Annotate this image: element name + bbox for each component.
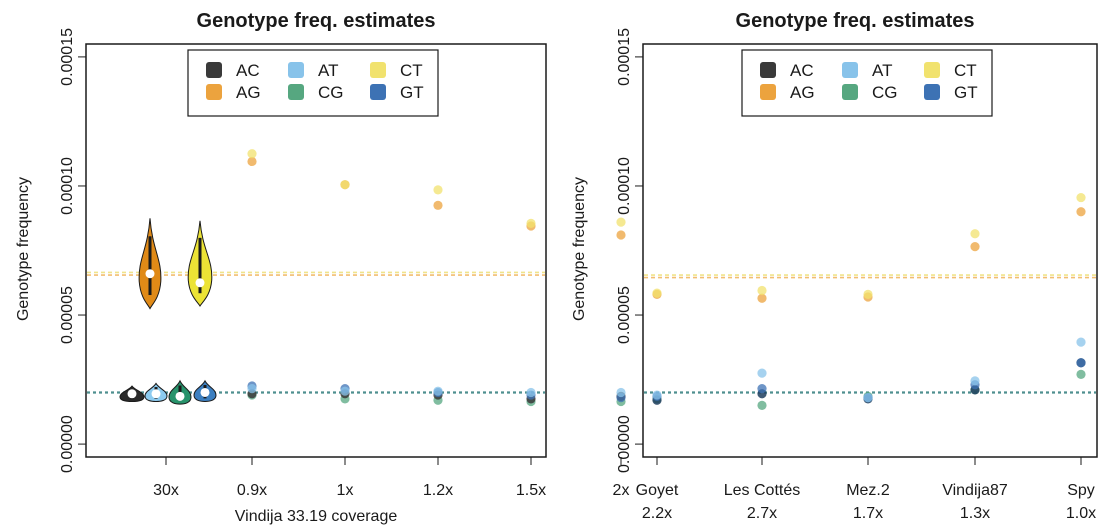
point-right-ct-0 xyxy=(652,288,662,298)
right-x-tick-sublabel: 1.0x xyxy=(1066,505,1096,522)
point-right-at-3 xyxy=(970,376,980,386)
right-legend-swatch-ag xyxy=(760,84,776,100)
right-x-tick-sublabel: 1.3x xyxy=(960,505,990,522)
point-left-at-1 xyxy=(247,383,257,394)
right-legend-label-gt: GT xyxy=(954,83,978,102)
right-x-tick-label: Goyet xyxy=(636,482,679,499)
right-x-tick-label: Mez.2 xyxy=(846,482,890,499)
point-left-ct-1 xyxy=(247,149,257,159)
point-right-ct-3 xyxy=(970,229,980,239)
point-right-at-1 xyxy=(757,368,767,378)
left-x-tick-label: 0.9x xyxy=(237,482,267,499)
right-legend-swatch-ac xyxy=(760,62,776,78)
right-legend-label-ag: AG xyxy=(790,83,815,102)
left-legend-swatch-gt xyxy=(370,84,386,100)
right-legend-box xyxy=(741,49,993,117)
point-left-ag-1 xyxy=(247,156,257,167)
point-left-ag-5 xyxy=(616,230,626,240)
right-x-tick-label: Les Cottés xyxy=(724,482,800,499)
left-legend-label-ac: AC xyxy=(236,61,260,80)
right-x-tick-label: Spy xyxy=(1067,482,1095,499)
left-x-tick-label: 30x xyxy=(153,482,179,499)
point-right-ag-3 xyxy=(970,242,980,252)
left-y-tick-label: 0.00005 xyxy=(59,286,76,344)
point-right-ct-2 xyxy=(863,289,873,299)
violin-median-at xyxy=(151,389,161,399)
point-right-cg-4 xyxy=(1076,369,1086,379)
right-legend-label-cg: CG xyxy=(872,83,898,102)
point-left-ct-3 xyxy=(433,185,443,195)
point-left-at-2 xyxy=(340,386,350,396)
violin-median-ct xyxy=(195,278,205,288)
right-legend-label-at: AT xyxy=(872,61,892,80)
violin-median-ac xyxy=(127,389,137,399)
left-legend-swatch-cg xyxy=(288,84,304,100)
left-x-tick-label: 1x xyxy=(337,482,354,499)
right-y-axis-label: Genotype frequency xyxy=(571,177,588,321)
left-legend-label-cg: CG xyxy=(318,83,344,102)
violin-median-cg xyxy=(175,391,185,401)
left-y-tick-label: 0.00015 xyxy=(59,28,76,86)
left-legend-label-ct: CT xyxy=(400,61,423,80)
left-chart-panel: Genotype freq. estimates Vindija 33.19 c… xyxy=(15,10,629,525)
point-right-ct-4 xyxy=(1076,192,1086,203)
point-left-at-5 xyxy=(616,387,626,398)
right-y-tick-label: 0.00010 xyxy=(616,157,633,215)
left-legend-box xyxy=(187,49,439,117)
left-y-axis-label: Genotype frequency xyxy=(15,177,32,321)
point-left-ct-4 xyxy=(526,218,536,228)
right-x-tick-sublabel: 1.7x xyxy=(853,505,883,522)
right-y-tick-label: 0.00005 xyxy=(616,286,633,344)
right-legend-label-ct: CT xyxy=(954,61,977,80)
left-x-tick-label: 1.2x xyxy=(423,482,453,499)
right-legend-swatch-gt xyxy=(924,84,940,100)
point-right-at-4 xyxy=(1076,337,1086,347)
point-right-at-0 xyxy=(652,390,662,400)
right-chart-panel: Genotype freq. estimates Genotype freque… xyxy=(571,10,1098,522)
left-legend-swatch-ct xyxy=(370,62,386,78)
point-right-cg-1 xyxy=(757,400,767,410)
right-legend-swatch-cg xyxy=(842,84,858,100)
left-legend-swatch-at xyxy=(288,62,304,78)
right-legend-label-ac: AC xyxy=(790,61,814,80)
left-y-tick-label: 0.00000 xyxy=(59,415,76,473)
right-x-tick-label: Vindija87 xyxy=(942,482,1008,499)
point-left-ag-3 xyxy=(433,200,443,210)
point-left-ct-2 xyxy=(340,180,350,190)
right-plot-frame xyxy=(642,43,1098,458)
point-left-at-3 xyxy=(433,386,443,396)
left-legend-swatch-ag xyxy=(206,84,222,100)
left-x-axis-label: Vindija 33.19 coverage xyxy=(235,508,398,525)
left-plot-frame xyxy=(85,43,547,458)
left-x-tick-label: 2x xyxy=(613,482,630,499)
right-y-tick-label: 0.00015 xyxy=(616,28,633,86)
right-chart-title: Genotype freq. estimates xyxy=(736,10,975,32)
point-right-gt-4 xyxy=(1076,358,1086,368)
left-legend-label-ag: AG xyxy=(236,83,261,102)
point-right-gt-1 xyxy=(757,383,767,394)
right-legend-swatch-ct xyxy=(924,62,940,78)
violin-median-ag xyxy=(145,269,155,279)
left-legend-label-gt: GT xyxy=(400,83,424,102)
point-left-at-4 xyxy=(526,387,536,398)
point-right-ct-1 xyxy=(757,285,767,296)
left-x-tick-label: 1.5x xyxy=(516,482,546,499)
point-left-ct-5 xyxy=(616,217,626,227)
left-y-tick-label: 0.00010 xyxy=(59,157,76,215)
point-right-ag-1 xyxy=(757,293,767,303)
right-x-tick-sublabel: 2.2x xyxy=(642,505,672,522)
violin-median-gt xyxy=(200,387,210,397)
left-chart-title: Genotype freq. estimates xyxy=(197,10,436,32)
left-legend-label-at: AT xyxy=(318,61,338,80)
right-legend-swatch-at xyxy=(842,62,858,78)
right-x-tick-sublabel: 2.7x xyxy=(747,505,777,522)
right-y-tick-label: 0.00000 xyxy=(616,415,633,473)
point-right-ag-4 xyxy=(1076,207,1086,217)
left-legend-swatch-ac xyxy=(206,62,222,78)
point-right-at-2 xyxy=(863,393,873,403)
